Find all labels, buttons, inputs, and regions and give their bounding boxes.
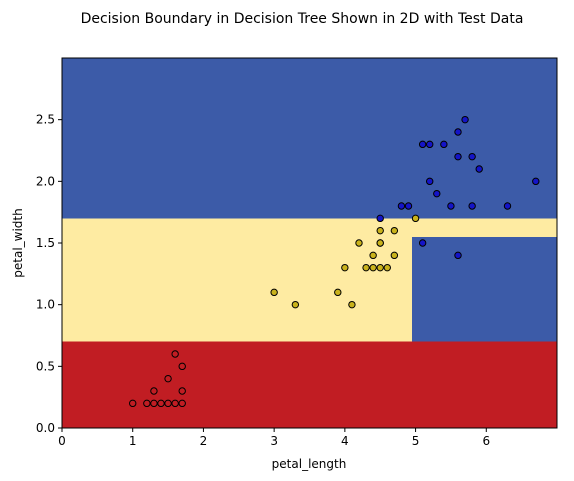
- point-class-1-6: [370, 264, 376, 270]
- point-class-2-11: [476, 166, 482, 172]
- point-class-1-10: [391, 252, 397, 258]
- point-class-0-6: [179, 400, 185, 406]
- y-tick-label: 2.5: [36, 113, 55, 127]
- point-class-0-8: [179, 388, 185, 394]
- point-class-1-3: [349, 301, 355, 307]
- point-class-1-16: [412, 215, 418, 221]
- point-class-1-2: [335, 289, 341, 295]
- point-class-0-3: [158, 400, 164, 406]
- point-class-0-5: [172, 400, 178, 406]
- point-class-0-10: [179, 363, 185, 369]
- point-class-1-9: [370, 252, 376, 258]
- point-class-2-8: [434, 190, 440, 196]
- point-class-2-14: [419, 141, 425, 147]
- x-axis-title: petal_length: [272, 457, 347, 471]
- y-axis-title: petal_width: [11, 208, 25, 277]
- y-tick-label: 1.0: [36, 298, 55, 312]
- point-class-1-0: [271, 289, 277, 295]
- point-class-1-5: [363, 264, 369, 270]
- decision-region-class-0-0: [62, 342, 557, 428]
- point-class-0-9: [165, 375, 171, 381]
- y-tick-label: 1.5: [36, 236, 55, 250]
- point-class-0-4: [165, 400, 171, 406]
- point-class-2-9: [427, 178, 433, 184]
- point-class-2-15: [427, 141, 433, 147]
- decision-region-class-2-4: [62, 58, 557, 218]
- x-tick-label: 5: [412, 434, 420, 448]
- y-tick-label: 0.0: [36, 421, 55, 435]
- x-tick-label: 4: [341, 434, 349, 448]
- point-class-1-15: [391, 227, 397, 233]
- x-tick-label: 2: [200, 434, 208, 448]
- point-class-0-2: [151, 400, 157, 406]
- point-class-0-7: [151, 388, 157, 394]
- point-class-0-1: [144, 400, 150, 406]
- x-tick-label: 0: [58, 434, 66, 448]
- decision-region-class-1-1: [62, 218, 412, 341]
- point-class-1-13: [377, 240, 383, 246]
- decision-region-class-2-2: [412, 237, 557, 342]
- point-class-2-12: [455, 153, 461, 159]
- point-class-2-1: [455, 252, 461, 258]
- y-tick-label: 2.0: [36, 174, 55, 188]
- x-tick-label: 3: [270, 434, 278, 448]
- point-class-1-14: [377, 227, 383, 233]
- y-tick-label: 0.5: [36, 359, 55, 373]
- point-class-1-11: [356, 240, 362, 246]
- point-class-2-5: [448, 203, 454, 209]
- point-class-2-0: [419, 240, 425, 246]
- x-tick-label: 1: [129, 434, 137, 448]
- x-tick-label: 6: [482, 434, 490, 448]
- decision-regions: [62, 58, 557, 428]
- point-class-1-7: [377, 264, 383, 270]
- point-class-1-1: [292, 301, 298, 307]
- point-class-0-11: [172, 351, 178, 357]
- point-class-2-6: [469, 203, 475, 209]
- decision-region-class-1-3: [412, 218, 557, 237]
- point-class-2-13: [469, 153, 475, 159]
- chart-title: Decision Boundary in Decision Tree Shown…: [81, 11, 524, 27]
- point-class-1-4: [342, 264, 348, 270]
- point-class-2-2: [377, 215, 383, 221]
- point-class-2-18: [462, 116, 468, 122]
- point-class-2-16: [441, 141, 447, 147]
- point-class-1-8: [384, 264, 390, 270]
- point-class-2-17: [455, 129, 461, 135]
- point-class-0-0: [130, 400, 136, 406]
- point-class-2-7: [504, 203, 510, 209]
- point-class-2-10: [533, 178, 539, 184]
- point-class-2-4: [405, 203, 411, 209]
- point-class-2-3: [398, 203, 404, 209]
